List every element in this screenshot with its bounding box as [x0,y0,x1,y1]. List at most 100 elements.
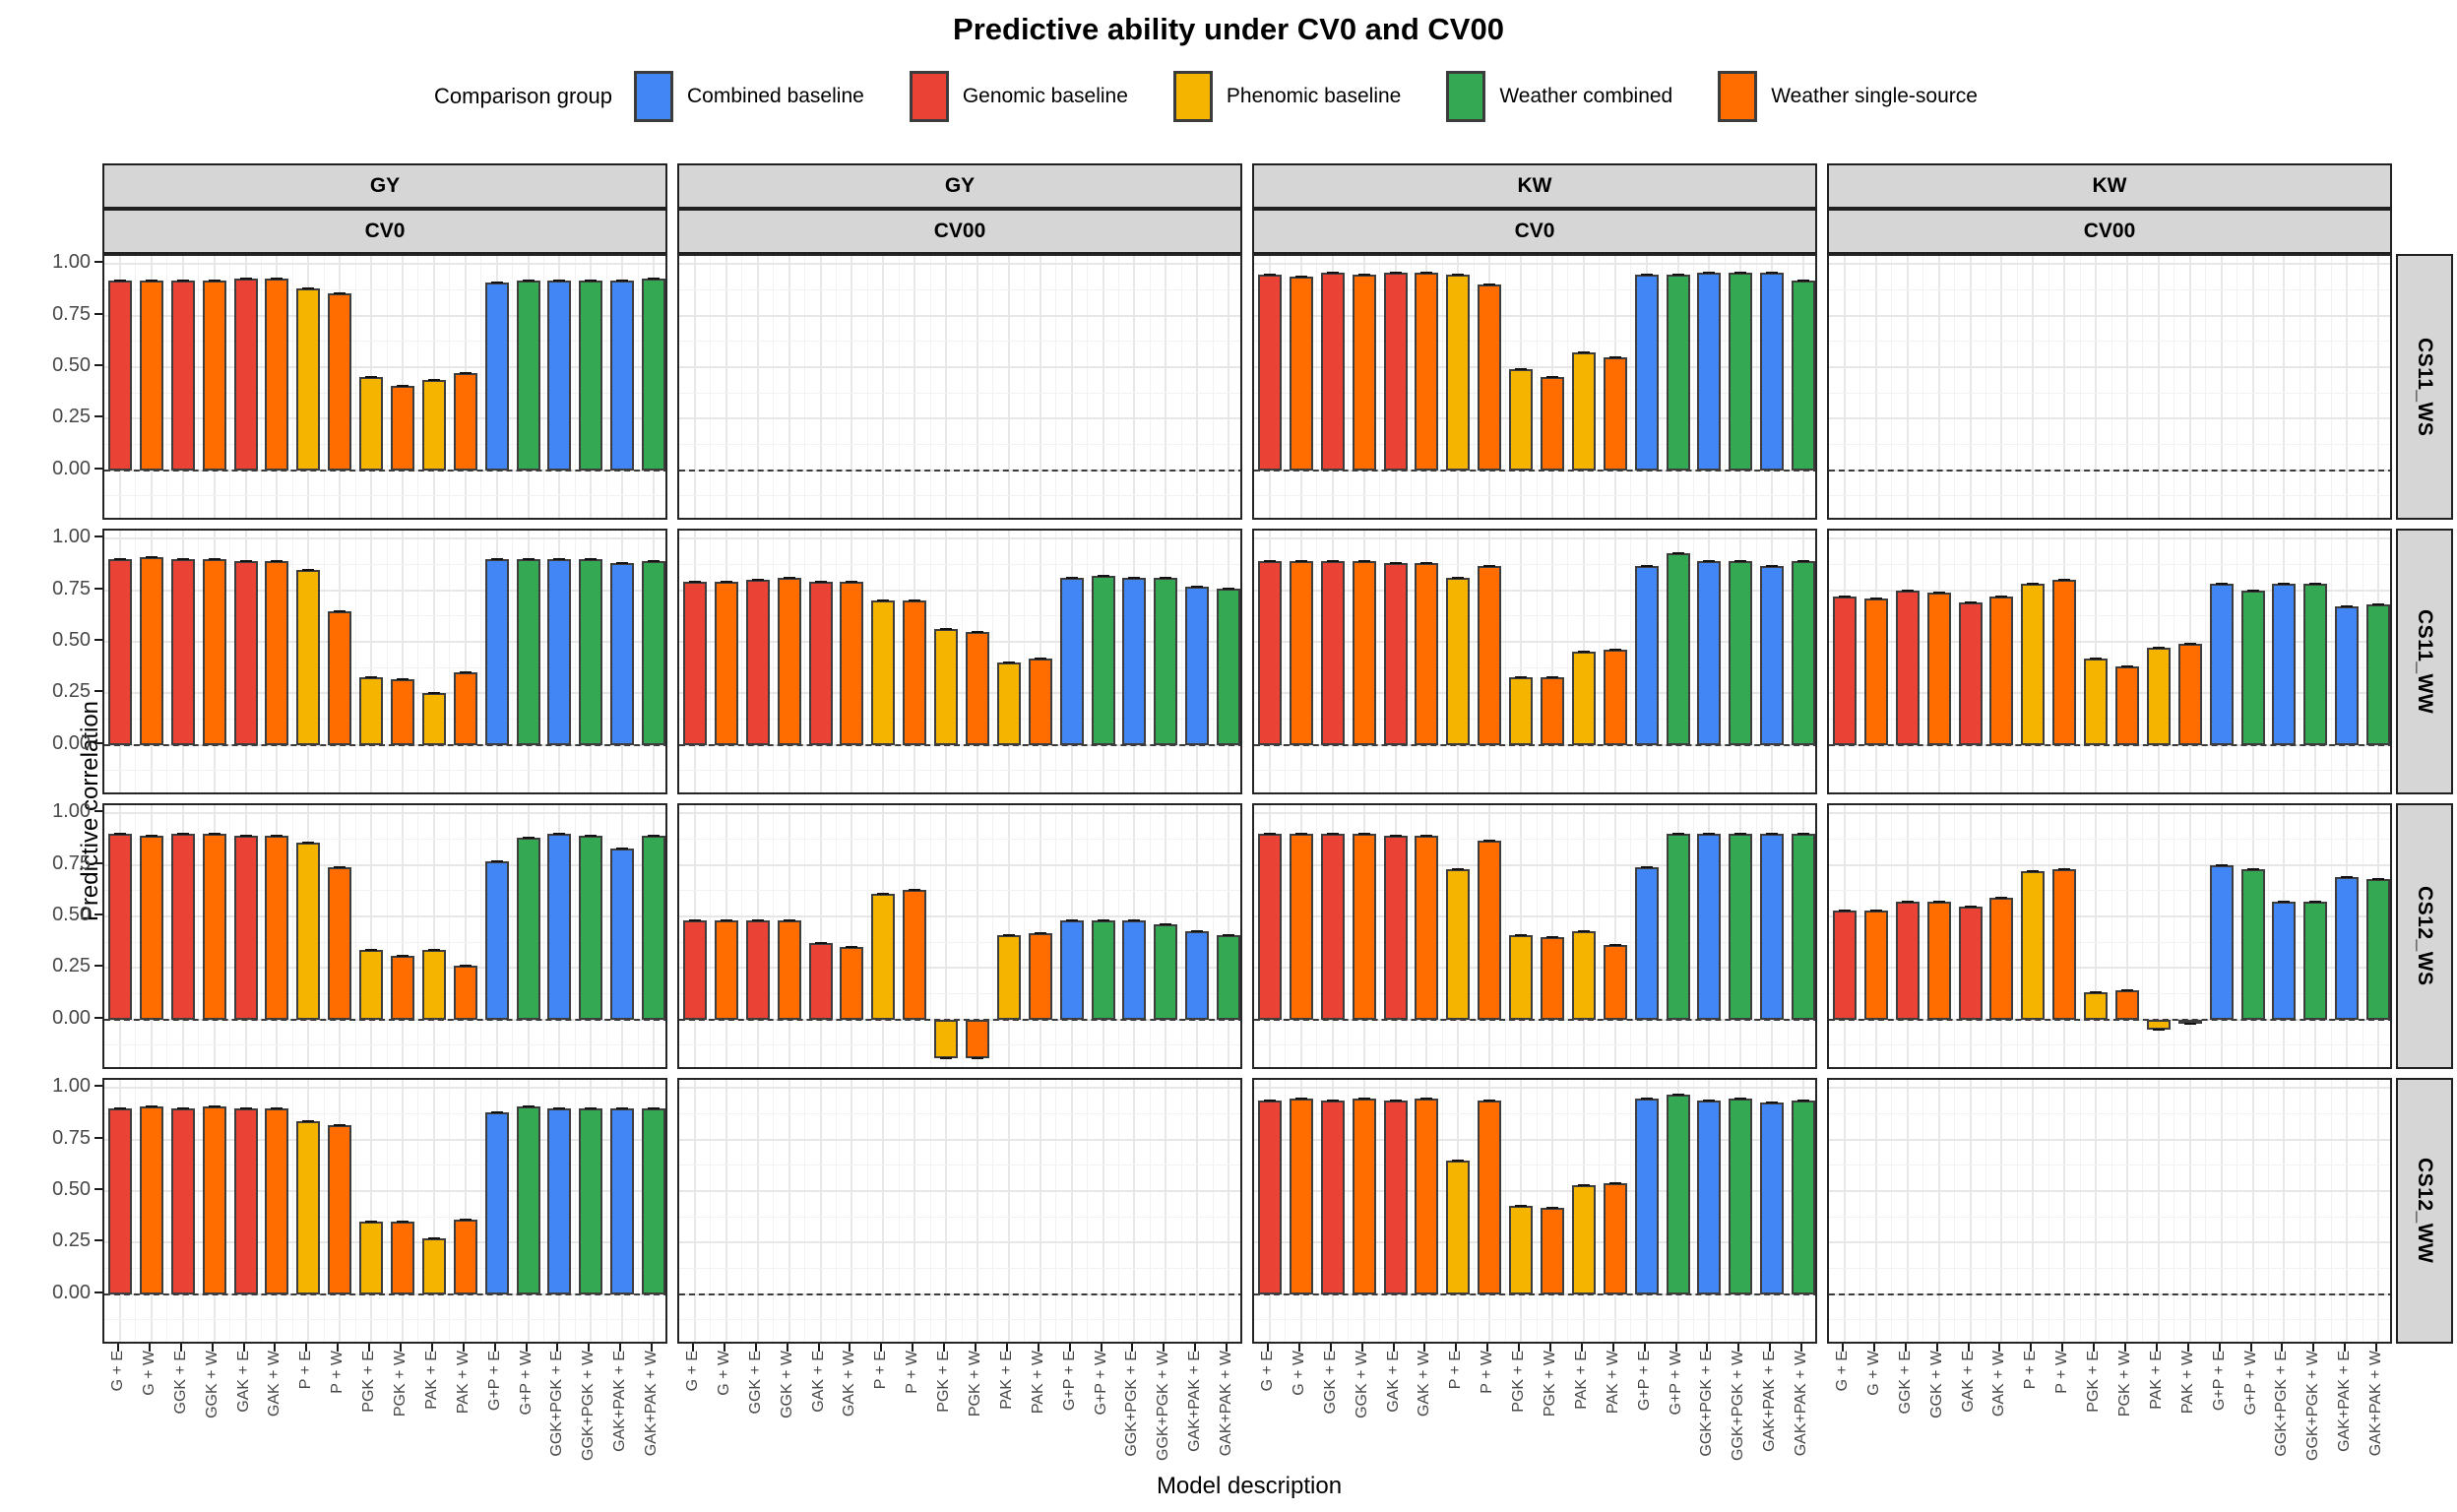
bar [265,561,289,745]
error-bar [1034,657,1046,660]
bar [2209,584,2234,745]
x-tick-label: GGK + W [778,1351,795,1418]
gridline-h-major [679,967,1240,970]
gridline-v-minor [929,1080,931,1342]
bar [328,610,352,745]
bar [453,966,477,1020]
y-tick-label: 0.50 [52,904,91,926]
bar [2366,879,2390,1020]
x-axis-tick [2155,1344,2158,1352]
bar [1154,578,1178,745]
gridline-v-major [882,1080,885,1342]
gridline-h-major [679,863,1240,866]
error-bar [2058,579,2071,582]
gridline-h-minor [104,1319,665,1321]
zero-line [679,1292,1240,1295]
gridline-v-minor [866,1080,868,1342]
gridline-h-minor [104,392,665,394]
gridline-v-minor [1473,805,1475,1067]
error-bar [1389,562,1402,565]
error-bar [427,948,440,951]
x-axis-tick [2344,1344,2347,1352]
gridline-v-major [945,1080,948,1342]
error-bar [459,1219,472,1222]
gridline-v-major [2346,256,2349,518]
error-bar [208,833,220,836]
bar [233,836,258,1020]
x-tick-label: GAK + E [1959,1351,1977,1413]
x-tick-label: P + E [1447,1351,1465,1390]
gridline-v-major [1039,256,1041,518]
bar [745,920,770,1020]
gridline-h-minor [679,1268,1240,1269]
facet-panel [1252,529,1817,794]
gridline-h-major [1829,366,2390,369]
error-bar [553,833,566,836]
gridline-v-minor [1891,805,1893,1067]
x-axis-tick [754,1344,757,1352]
zero-line [104,1292,665,1295]
gridline-v-minor [1662,531,1664,792]
bar [840,582,864,745]
error-bar [1263,560,1276,563]
gridline-v-major [1937,1080,1940,1342]
gridline-h-major [679,537,1240,540]
gridline-v-minor [1285,805,1287,1067]
bar [1383,272,1408,471]
bar [2303,584,2328,745]
bar [516,838,540,1020]
gridline-v-minor [741,531,743,792]
x-axis-tick [462,1344,465,1352]
gridline-h-major [1829,537,2390,540]
legend-item: Weather combined [1446,71,1672,122]
gridline-v-minor [961,256,963,518]
gridline-h-minor [1254,392,1815,394]
gridline-v-minor [835,531,837,792]
gridline-v-major [1133,256,1136,518]
bar [1863,598,1888,745]
facet-header-trait: GY [677,163,1242,209]
error-bar [1766,1102,1779,1104]
error-bar [1577,929,1590,932]
y-axis-tick [94,690,102,693]
x-tick-label: P + W [329,1351,346,1394]
error-bar [846,946,858,949]
bar [1603,650,1627,745]
x-tick-label: G+P + E [485,1351,503,1412]
gridline-h-minor [104,993,665,994]
gridline-v-major [914,256,916,518]
bar [359,949,384,1020]
error-bar [365,376,378,379]
x-tick-label: PGK + W [391,1351,409,1418]
gridline-v-minor [323,256,325,518]
facet-panel [102,254,667,520]
gridline-h-major [679,915,1240,918]
error-bar [1640,564,1653,567]
error-bar [1703,560,1716,563]
error-bar [365,675,378,678]
bar [2146,648,2171,745]
x-axis-tick [849,1344,851,1352]
gridline-h-minor [679,564,1240,566]
gridline-v-major [788,1080,790,1342]
error-bar [396,677,409,680]
error-bar [176,558,189,561]
gridline-v-minor [323,805,325,1067]
gridline-h-major [1829,589,2390,592]
legend-label: Weather single-source [1771,85,1978,107]
bar [170,559,195,745]
gridline-v-minor [1316,531,1318,792]
x-tick-label: GGK+PGK + E [1123,1351,1141,1457]
error-bar [1002,933,1015,936]
gridline-v-minor [166,531,168,792]
x-axis-tick [943,1344,946,1352]
bar [1059,920,1084,1020]
gridline-v-minor [637,1080,639,1342]
x-tick-label: G + E [683,1351,701,1392]
gridline-h-minor [1829,615,2390,617]
gridline-h-minor [1254,1216,1815,1218]
bar [2021,584,2046,745]
gridline-v-minor [961,805,963,1067]
y-axis-tick [94,1085,102,1088]
bar [2084,992,2109,1020]
